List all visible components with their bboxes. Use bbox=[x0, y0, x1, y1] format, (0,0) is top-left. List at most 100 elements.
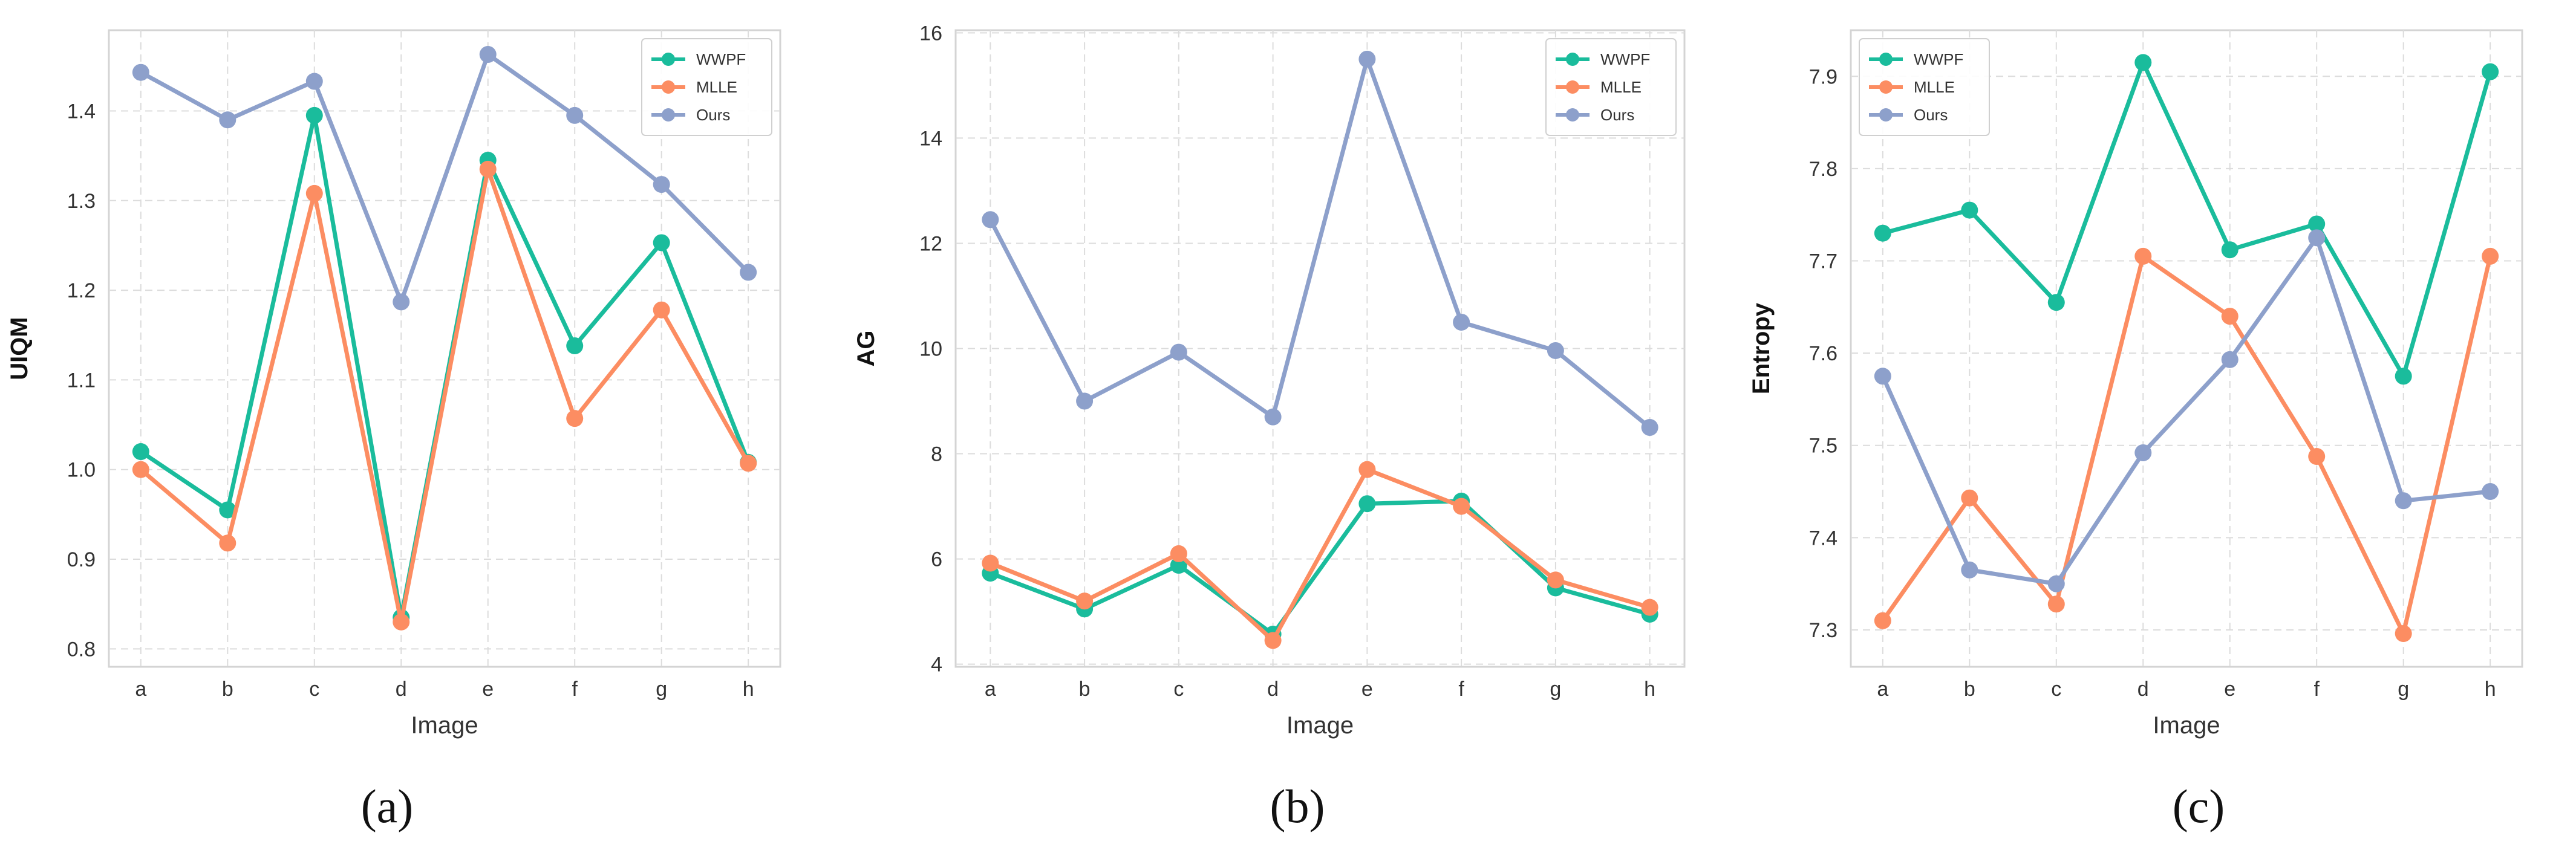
y-tick-label: 0.8 bbox=[67, 638, 96, 661]
panel-caption: (a) bbox=[361, 780, 414, 832]
legend-label: WWPF bbox=[1914, 50, 1963, 68]
data-point-mlle bbox=[2482, 247, 2499, 265]
data-point-wwpf bbox=[305, 106, 323, 124]
y-tick-label: 1.1 bbox=[67, 369, 96, 392]
x-tick-label: f bbox=[572, 678, 578, 701]
data-point-ours bbox=[2308, 229, 2326, 247]
y-tick-label: 14 bbox=[919, 127, 942, 150]
panel-caption: (c) bbox=[2173, 780, 2225, 832]
y-tick-label: 16 bbox=[919, 22, 942, 45]
x-tick-label: d bbox=[396, 678, 407, 701]
data-point-mlle bbox=[1641, 598, 1658, 616]
data-point-mlle bbox=[479, 160, 497, 178]
data-point-mlle bbox=[653, 301, 670, 319]
y-tick-label: 0.9 bbox=[67, 548, 96, 571]
legend-label: MLLE bbox=[1600, 78, 1642, 96]
data-point-mlle bbox=[740, 455, 757, 472]
x-tick-label: b bbox=[222, 678, 233, 701]
data-point-wwpf bbox=[2221, 241, 2239, 259]
data-point-mlle bbox=[1874, 612, 1891, 629]
x-tick-label: c bbox=[2051, 678, 2061, 701]
data-point-mlle bbox=[1076, 592, 1094, 610]
data-point-wwpf bbox=[1358, 495, 1376, 513]
data-point-wwpf bbox=[219, 501, 236, 519]
data-point-mlle bbox=[1170, 545, 1187, 562]
y-axis-label: AG bbox=[853, 331, 879, 367]
legend-marker bbox=[1879, 80, 1893, 94]
legend: WWPF MLLE Ours bbox=[1545, 38, 1677, 136]
y-tick-label: 7.6 bbox=[1809, 342, 1837, 365]
x-tick-label: h bbox=[2485, 678, 2496, 701]
series-line-wwpf bbox=[1882, 60, 2493, 378]
data-point-ours bbox=[1358, 50, 1376, 68]
x-axis-label: Image bbox=[1286, 712, 1354, 739]
data-point-ours bbox=[1170, 343, 1187, 361]
legend-label: WWPF bbox=[696, 50, 746, 68]
data-point-ours bbox=[982, 211, 999, 229]
x-tick-label: d bbox=[2137, 678, 2149, 701]
data-point-ours bbox=[1453, 313, 1470, 331]
x-tick-label: f bbox=[2314, 678, 2320, 701]
y-tick-label: 1.4 bbox=[67, 100, 96, 123]
data-point-wwpf bbox=[2134, 54, 2152, 71]
legend-label: Ours bbox=[1600, 106, 1634, 124]
x-tick-label: e bbox=[1361, 678, 1373, 701]
data-point-wwpf bbox=[2308, 215, 2326, 233]
data-point-wwpf bbox=[132, 443, 149, 461]
data-point-mlle bbox=[1547, 571, 1564, 589]
data-point-ours bbox=[653, 176, 670, 193]
x-axis-label: Image bbox=[2153, 712, 2220, 739]
series-line-mlle bbox=[139, 167, 751, 624]
legend-label: MLLE bbox=[696, 78, 737, 96]
y-tick-label: 8 bbox=[931, 443, 942, 466]
x-tick-label: a bbox=[1877, 678, 1888, 701]
data-point-mlle bbox=[393, 613, 410, 631]
y-tick-label: 7.5 bbox=[1809, 435, 1837, 458]
legend-marker bbox=[1566, 108, 1579, 122]
data-point-wwpf bbox=[2395, 368, 2412, 385]
y-tick-label: 1.2 bbox=[67, 279, 96, 302]
plot-area bbox=[108, 29, 781, 668]
data-point-mlle bbox=[1358, 461, 1376, 478]
x-tick-label: d bbox=[1267, 678, 1279, 701]
legend: WWPF MLLE Ours bbox=[641, 38, 772, 136]
chart-2: a b c d e f g h 4 6 8 10 12 14 16 Image AG WWPF MLLE Ours bbox=[853, 22, 1686, 739]
y-tick-label: 7.8 bbox=[1809, 158, 1837, 181]
data-point-ours bbox=[305, 73, 323, 90]
y-tick-label: 7.7 bbox=[1809, 250, 1837, 273]
data-point-wwpf bbox=[653, 234, 670, 251]
legend-marker bbox=[662, 108, 675, 122]
data-point-mlle bbox=[982, 554, 999, 572]
legend-marker bbox=[1566, 53, 1579, 66]
data-point-mlle bbox=[1264, 632, 1282, 649]
data-point-ours bbox=[2047, 575, 2065, 592]
legend-label: Ours bbox=[696, 106, 730, 124]
data-point-mlle bbox=[2047, 595, 2065, 613]
y-tick-label: 10 bbox=[919, 338, 942, 361]
data-point-ours bbox=[2221, 351, 2239, 368]
data-point-mlle bbox=[1453, 498, 1470, 515]
x-tick-label: e bbox=[2224, 678, 2235, 701]
data-point-ours bbox=[479, 46, 497, 63]
legend-label: Ours bbox=[1914, 106, 1948, 124]
y-tick-label: 12 bbox=[919, 232, 942, 255]
data-point-ours bbox=[1641, 419, 1658, 436]
x-tick-label: g bbox=[1550, 678, 1561, 701]
y-tick-label: 7.3 bbox=[1809, 619, 1837, 642]
x-tick-label: g bbox=[2398, 678, 2409, 701]
data-point-wwpf bbox=[1961, 201, 1978, 219]
x-tick-label: h bbox=[743, 678, 754, 701]
data-point-mlle bbox=[2395, 625, 2412, 643]
series-line-ours bbox=[1880, 235, 2491, 586]
data-point-ours bbox=[132, 63, 149, 81]
x-tick-label: a bbox=[985, 678, 996, 701]
series-line-ours bbox=[988, 57, 1651, 429]
data-point-ours bbox=[1961, 561, 1978, 579]
y-axis-label: Entropy bbox=[1748, 302, 1775, 394]
legend-marker bbox=[662, 80, 675, 94]
data-point-ours bbox=[566, 106, 584, 124]
data-point-mlle bbox=[2308, 448, 2326, 465]
data-point-mlle bbox=[1961, 489, 1978, 507]
x-tick-label: b bbox=[1079, 678, 1091, 701]
y-tick-label: 1.0 bbox=[67, 459, 96, 482]
